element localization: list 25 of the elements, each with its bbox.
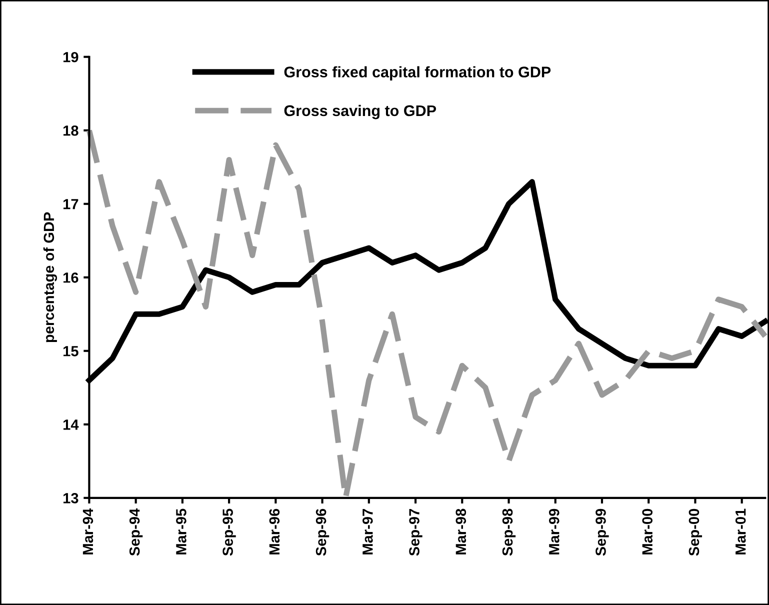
y-tick-label: 19 [63, 52, 78, 62]
x-tick-label: Sep-98 [502, 508, 516, 556]
x-tick-label: Sep-94 [129, 508, 143, 556]
x-tick-label: Mar-00 [642, 508, 653, 554]
x-tick-label: Mar-97 [362, 508, 373, 554]
x-tick-label: Mar-01 [735, 508, 746, 554]
x-tick-label: Mar-94 [82, 508, 94, 554]
x-tick-label: Sep-96 [316, 508, 330, 556]
x-tick-label: Mar-99 [548, 508, 560, 554]
legend-label: Gross fixed capital formation to GDP [284, 66, 551, 80]
x-tick-label: Mar-98 [456, 508, 466, 554]
y-tick-label: 18 [63, 125, 78, 136]
x-tick-label: Sep-95 [222, 508, 236, 556]
x-tick-label: Sep-99 [596, 508, 609, 556]
x-tick-label: Mar-96 [269, 508, 280, 554]
x-tick-label: Sep-00 [688, 508, 702, 556]
y-tick-label: 14 [63, 420, 79, 430]
x-tick-label: Sep-97 [409, 508, 422, 556]
y-axis-title: percentage of GDP [43, 212, 58, 342]
y-tick-label: 15 [63, 346, 78, 356]
legend-label: Gross saving to GDP [284, 104, 436, 120]
y-tick-label: 16 [63, 272, 78, 283]
y-tick-label: 17 [63, 199, 78, 210]
x-tick-label: Mar-95 [176, 508, 186, 554]
y-tick-label: 13 [63, 493, 78, 504]
